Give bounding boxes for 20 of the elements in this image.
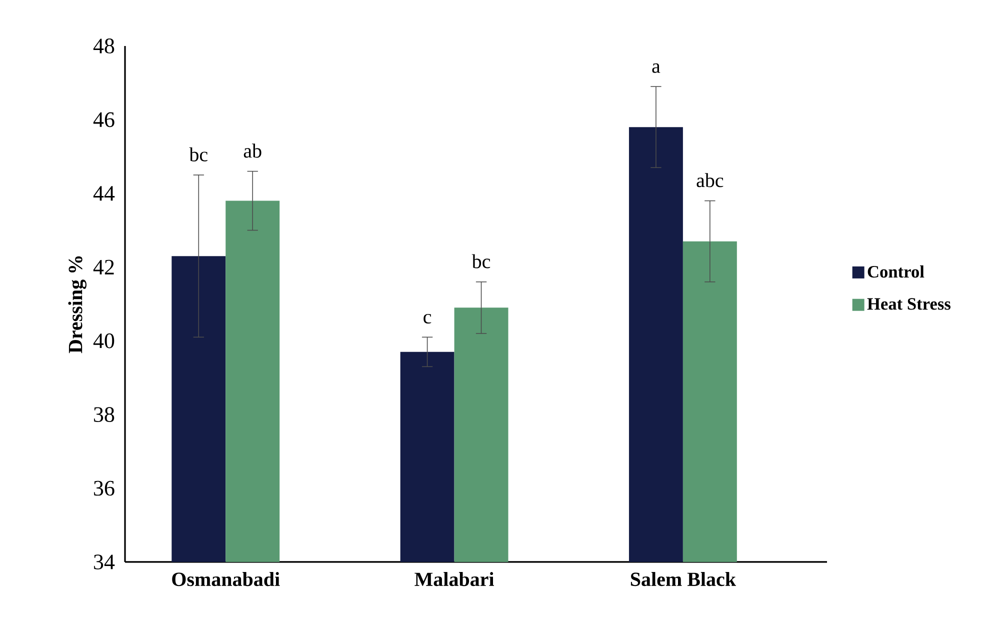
annotation: a <box>652 63 660 73</box>
annotation: abc <box>696 173 724 188</box>
x-tick-label: Osmanabadi <box>172 572 280 586</box>
x-tick-label: Salem Black <box>630 572 736 586</box>
y-tick-label: 46 <box>93 112 114 128</box>
y-tick-label: 44 <box>93 186 115 201</box>
annotation: c <box>424 314 432 324</box>
y-tick-label: 42 <box>93 260 114 274</box>
y-tick-label: 38 <box>94 407 114 422</box>
annotation: ab <box>244 144 262 158</box>
y-tick-label: 34 <box>94 554 115 570</box>
legend-label: Heat Stress <box>867 298 950 310</box>
annotation: bc <box>472 254 490 268</box>
annotation: bc <box>189 147 208 162</box>
y-tick-label: 36 <box>94 480 114 496</box>
x-tick-label: Malabari <box>414 572 494 586</box>
y-tick-label: 48 <box>93 38 114 54</box>
legend-label: Control <box>868 265 924 278</box>
y-axis-title: Dressing % <box>68 256 86 354</box>
y-tick-label: 40 <box>93 333 114 348</box>
